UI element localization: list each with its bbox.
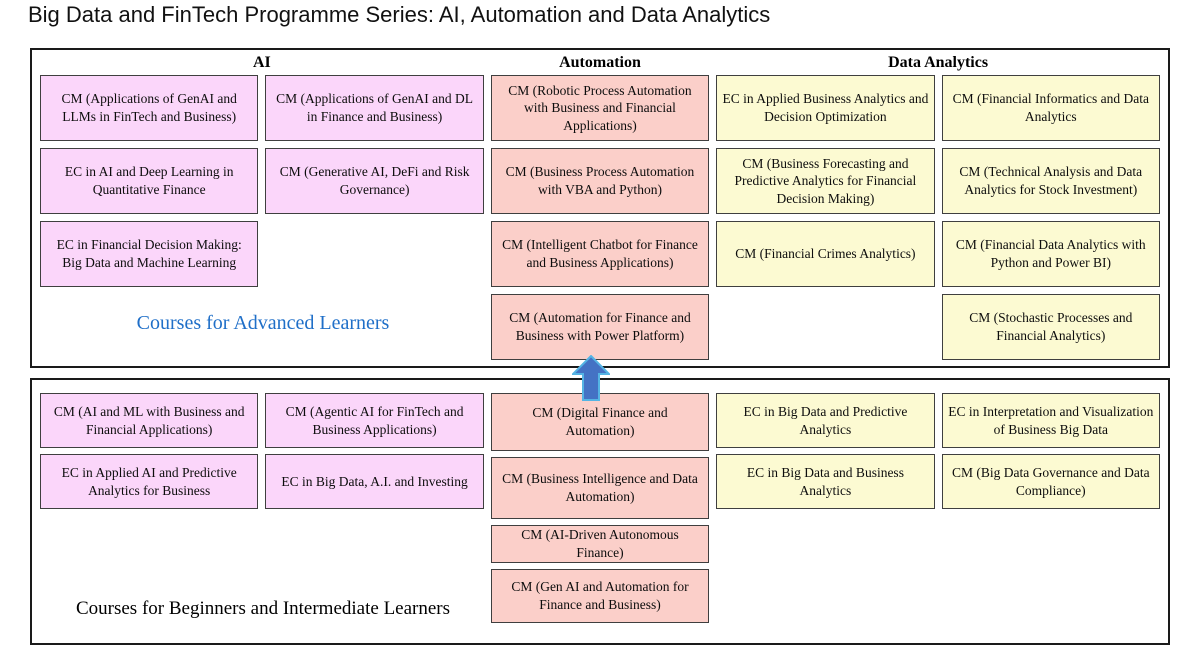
- beginner-analytics-column-2: EC in Interpretation and Visualization o…: [941, 393, 1160, 635]
- advanced-learners-caption: Courses for Advanced Learners: [136, 312, 390, 334]
- course-box: CM (AI-Driven Autonomous Finance): [490, 525, 710, 563]
- column-header-ai: AI: [253, 54, 271, 71]
- course-box: CM (Business Intelligence and Data Autom…: [490, 457, 710, 519]
- course-box: CM (Stochastic Processes and Financial A…: [941, 294, 1160, 360]
- column-header-automation: Automation: [559, 54, 641, 71]
- advanced-automation-column: CM (Robotic Process Automation with Busi…: [490, 75, 710, 360]
- course-box: CM (Intelligent Chatbot for Finance and …: [490, 221, 710, 287]
- course-box: EC in AI and Deep Learning in Quantitati…: [40, 148, 259, 214]
- course-box: CM (Robotic Process Automation with Busi…: [490, 75, 710, 141]
- course-box: CM (Technical Analysis and Data Analytic…: [941, 148, 1160, 214]
- beginner-ai-column-2: CM (Agentic AI for FinTech and Business …: [265, 393, 484, 635]
- beginner-analytics-column-1: EC in Big Data and Predictive Analytics E…: [716, 393, 935, 635]
- advanced-ai-column-1: CM (Applications of GenAI and LLMs in Fi…: [40, 75, 259, 360]
- beginner-automation-column: CM (Digital Finance and Automation) CM (B…: [490, 393, 710, 635]
- page-title: Big Data and FinTech Programme Series: A…: [28, 2, 771, 27]
- up-arrow-icon: [572, 355, 610, 401]
- course-box: CM (Applications of GenAI and DL in Fina…: [265, 75, 484, 141]
- course-box: EC in Financial Decision Making: Big Dat…: [40, 221, 259, 287]
- column-header-data-analytics: Data Analytics: [888, 54, 989, 71]
- course-box: CM (Big Data Governance and Data Complia…: [941, 454, 1160, 509]
- beginner-learners-caption: Courses for Beginners and Intermediate L…: [75, 598, 451, 619]
- course-box: EC in Applied AI and Predictive Analytic…: [40, 454, 259, 509]
- course-box: CM (Agentic AI for FinTech and Business …: [265, 393, 484, 448]
- course-box: CM (AI and ML with Business and Financia…: [40, 393, 259, 448]
- course-box: CM (Business Process Automation with VBA…: [490, 148, 710, 214]
- course-box: CM (Gen AI and Automation for Finance an…: [490, 569, 710, 623]
- course-box: EC in Big Data and Business Analytics: [716, 454, 935, 509]
- course-box: CM (Financial Informatics and Data Analy…: [941, 75, 1160, 141]
- course-box: CM (Business Forecasting and Predictive …: [716, 148, 935, 214]
- beginner-ai-column-1: CM (AI and ML with Business and Financia…: [40, 393, 259, 635]
- advanced-learners-section: AI Automation Data Analytics CM (Applica…: [30, 48, 1170, 368]
- course-box: EC in Interpretation and Visualization o…: [941, 393, 1160, 448]
- course-box: CM (Financial Crimes Analytics): [716, 221, 935, 287]
- course-box: EC in Big Data and Predictive Analytics: [716, 393, 935, 448]
- course-box: EC in Big Data, A.I. and Investing: [265, 454, 484, 509]
- course-box: CM (Financial Data Analytics with Python…: [941, 221, 1160, 287]
- course-box: EC in Applied Business Analytics and Dec…: [716, 75, 935, 141]
- course-box: CM (Automation for Finance and Business …: [490, 294, 710, 360]
- beginner-learners-section: CM (AI and ML with Business and Financia…: [30, 378, 1170, 645]
- course-box: CM (Generative AI, DeFi and Risk Governa…: [265, 148, 484, 214]
- advanced-ai-column-2: CM (Applications of GenAI and DL in Fina…: [265, 75, 484, 360]
- advanced-analytics-column-2: CM (Financial Informatics and Data Analy…: [941, 75, 1160, 360]
- advanced-analytics-column-1: EC in Applied Business Analytics and Dec…: [716, 75, 935, 360]
- course-box: CM (Digital Finance and Automation): [490, 393, 710, 451]
- course-box: CM (Applications of GenAI and LLMs in Fi…: [40, 75, 259, 141]
